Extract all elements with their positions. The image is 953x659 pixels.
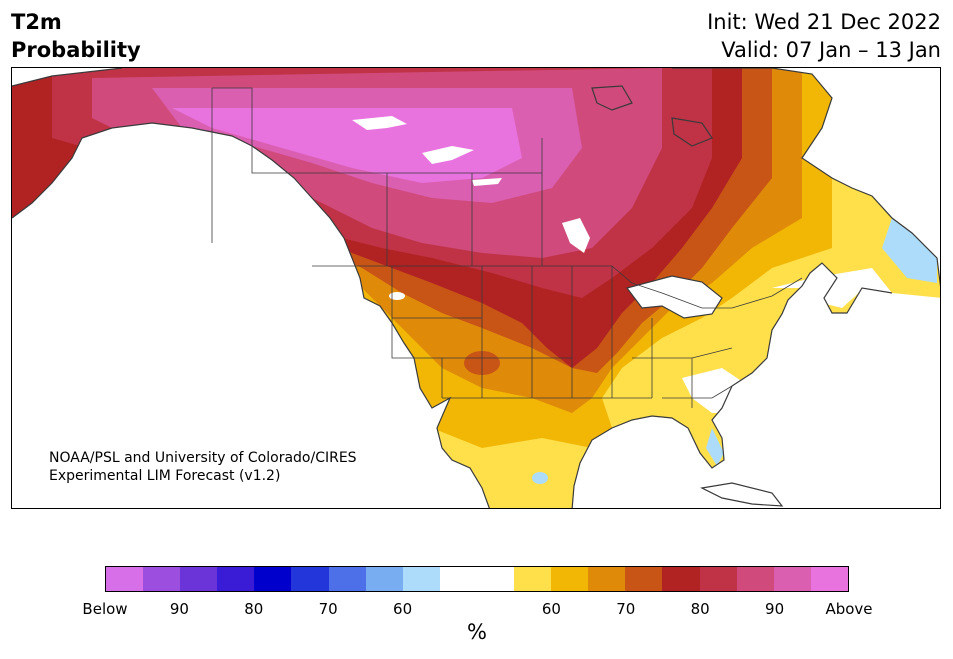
colorbar-segment: [328, 567, 366, 591]
probability-colorbar: [105, 566, 849, 592]
colorbar-tick-label: 90: [765, 600, 785, 618]
title-line-1: T2m: [11, 10, 62, 34]
colorbar-segment: [662, 567, 700, 591]
colorbar-tick-label: Below: [82, 600, 128, 618]
colorbar-tick-label: 80: [244, 600, 264, 618]
political-boundaries: [211, 87, 803, 408]
unit-label: %: [467, 620, 487, 644]
colorbar-tick-label: 80: [690, 600, 710, 618]
colorbar-tick-label: 60: [541, 600, 561, 618]
colorbar-tick-label: Above: [825, 600, 873, 618]
colorbar-segment: [810, 567, 848, 591]
colorbar-tick-label: 60: [393, 600, 413, 618]
forecast-dates: Init: Wed 21 Dec 2022 Valid: 07 Jan – 13…: [707, 8, 941, 64]
map-title: T2m Probability: [11, 8, 141, 64]
colorbar-segment: [439, 567, 477, 591]
coastlines: [12, 68, 940, 508]
lakes: [352, 116, 722, 318]
colorbar-segment: [254, 567, 292, 591]
colorbar-segment: [514, 567, 552, 591]
colorbar-segment: [402, 567, 440, 591]
init-date: Init: Wed 21 Dec 2022: [707, 10, 941, 34]
map-canvas: [12, 68, 940, 508]
credit-line-1: NOAA/PSL and University of Colorado/CIRE…: [49, 450, 357, 466]
colorbar-tick-label: 90: [169, 600, 189, 618]
colorbar-tick-label: 70: [616, 600, 636, 618]
colorbar-segment: [365, 567, 403, 591]
colorbar-segment: [143, 567, 181, 591]
title-line-2: Probability: [11, 38, 141, 62]
colorbar-segment: [773, 567, 811, 591]
colorbar-segment: [180, 567, 218, 591]
probability-fill: [12, 68, 940, 508]
colorbar-segment: [625, 567, 663, 591]
colorbar-segment: [551, 567, 589, 591]
forecast-map: [11, 67, 941, 509]
colorbar-segment: [217, 567, 255, 591]
colorbar-segment: [291, 567, 329, 591]
data-credit: NOAA/PSL and University of Colorado/CIRE…: [49, 449, 357, 485]
colorbar-segment: [106, 567, 144, 591]
colorbar-segment: [736, 567, 774, 591]
colorbar-segment: [588, 567, 626, 591]
colorbar-segment: [476, 567, 515, 591]
colorbar-segment: [699, 567, 737, 591]
colorbar-tick-label: 70: [318, 600, 338, 618]
valid-range: Valid: 07 Jan – 13 Jan: [721, 38, 941, 62]
credit-line-2: Experimental LIM Forecast (v1.2): [49, 468, 281, 484]
